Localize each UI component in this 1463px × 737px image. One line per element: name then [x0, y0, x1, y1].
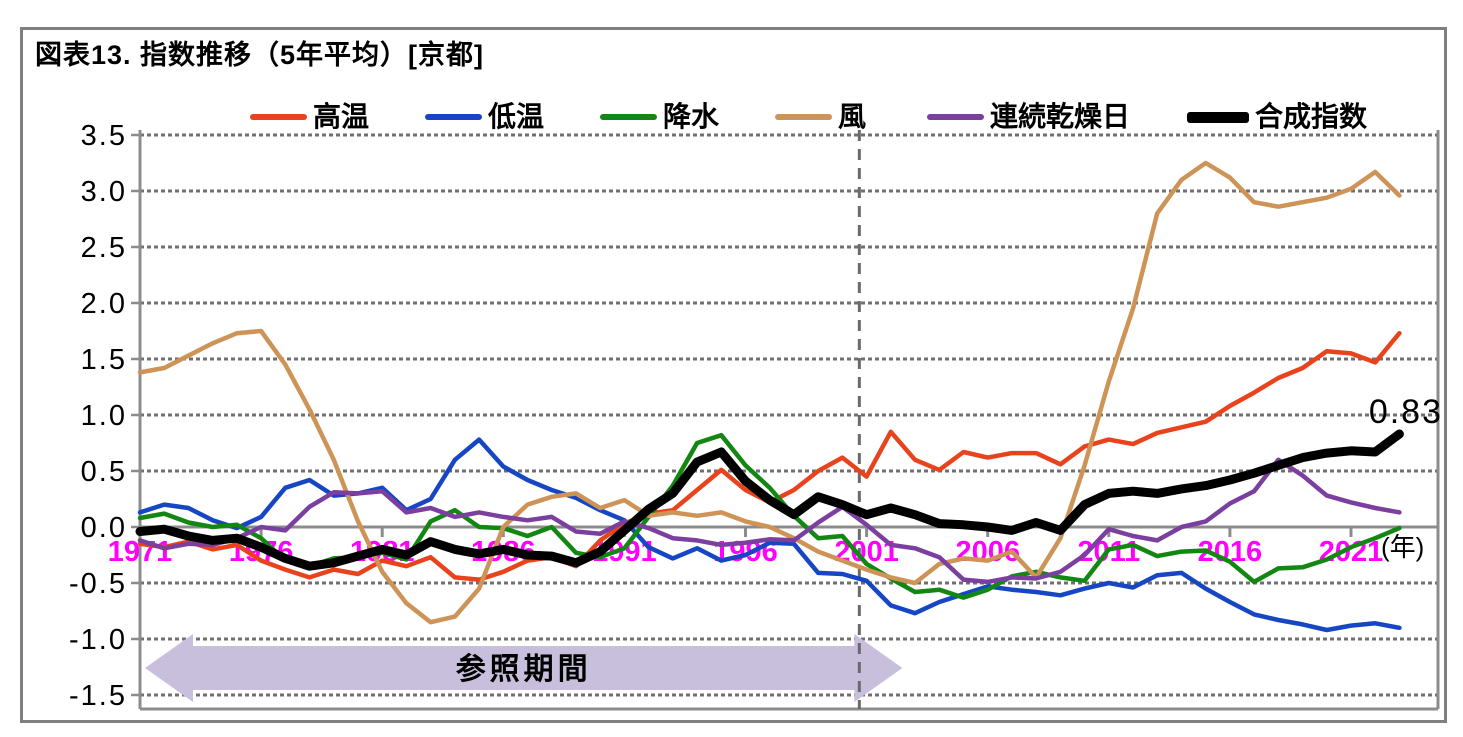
y-axis-tick-label: 3.5	[81, 120, 127, 152]
legend-item-consecutive-dry-days: 連続乾燥日	[927, 103, 1130, 131]
y-axis-tick-label: 3.0	[81, 176, 127, 208]
precipitation-line-swatch	[600, 114, 657, 120]
legend-item-precipitation: 降水	[600, 103, 719, 131]
series-line-wind	[137, 160, 1402, 625]
legend-label: 風	[838, 101, 867, 132]
y-axis-tick-label: 2.0	[81, 288, 127, 320]
composite-index-end-value-label: 0.83	[1369, 393, 1443, 431]
y-axis-tick-label: -1.0	[69, 624, 127, 656]
y-axis-tick-label: 0.5	[81, 456, 127, 488]
legend-item-high-temp: 高温	[250, 103, 369, 131]
figure-border	[20, 27, 1447, 723]
legend-label: 降水	[663, 101, 720, 132]
legend-label: 高温	[313, 101, 370, 132]
chart-title: 図表13. 指数推移（5年平均）[京都]	[35, 40, 485, 70]
composite-index-line-swatch	[1187, 111, 1249, 123]
legend-label: 低温	[488, 101, 545, 132]
series-line-consecutive-dry-days	[137, 457, 1402, 585]
y-axis-tick-label: 0.0	[81, 512, 127, 544]
y-axis-tick-label: -1.5	[69, 680, 127, 712]
low-temp-line-swatch	[425, 114, 482, 120]
x-axis-unit-label: (年)	[1381, 532, 1424, 562]
reference-period-label: 参照期間	[456, 653, 592, 686]
legend-label: 合成指数	[1255, 101, 1368, 132]
y-axis-tick-label: 1.5	[81, 344, 127, 376]
reference-period-arrow	[145, 634, 903, 702]
y-axis-tick-label: 2.5	[81, 232, 127, 264]
y-axis-tick-label: 1.0	[81, 400, 127, 432]
y-axis-tick-label: -0.5	[69, 568, 127, 600]
consecutive-dry-days-line-swatch	[927, 114, 984, 120]
wind-line-swatch	[775, 114, 832, 120]
series-line-low-temp	[137, 437, 1402, 633]
high-temp-line-swatch	[250, 114, 307, 120]
legend-label: 連続乾燥日	[990, 101, 1131, 132]
legend-item-composite-index: 合成指数	[1187, 103, 1367, 131]
legend-item-low-temp: 低温	[425, 103, 544, 131]
legend-item-wind: 風	[775, 103, 866, 131]
series-line-composite-index	[135, 429, 1404, 571]
